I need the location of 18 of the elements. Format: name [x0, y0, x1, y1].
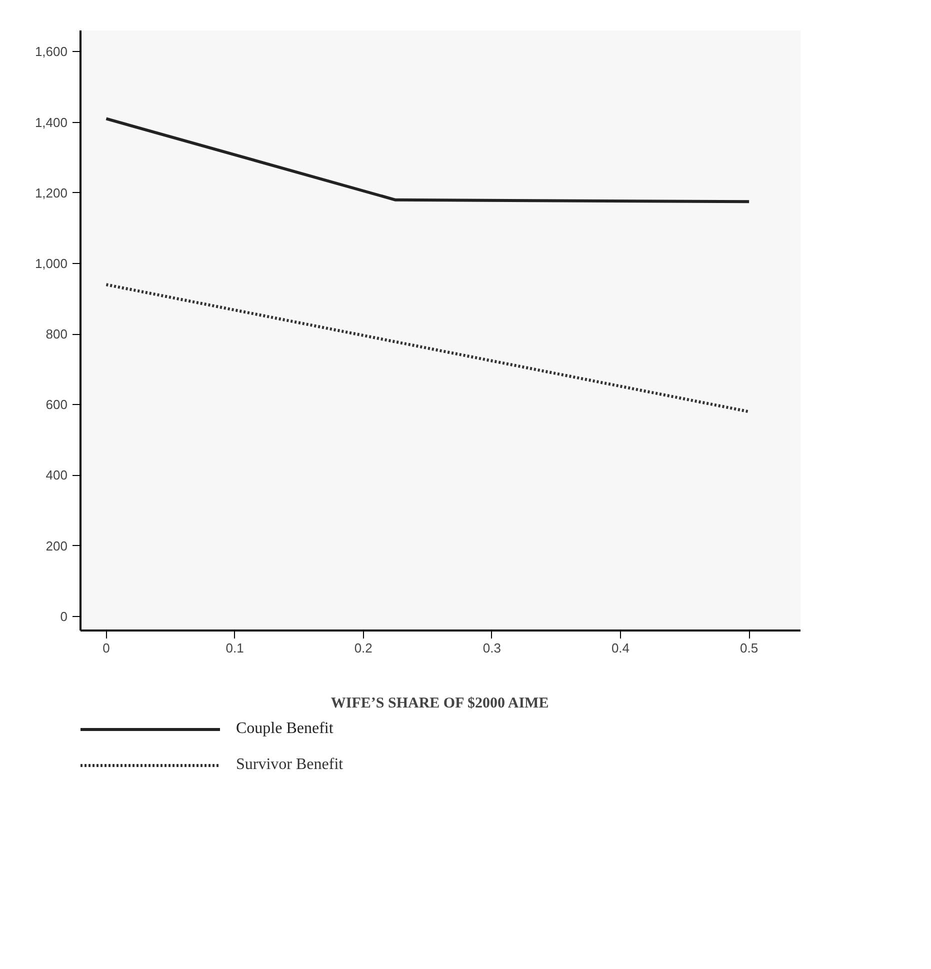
y-tick-label: 1,400	[34, 114, 68, 130]
y-tick-label: 800	[46, 326, 68, 342]
y-tick-label: 1,200	[34, 185, 68, 200]
text: Couple Benefit	[236, 720, 334, 738]
y-tick-label: 1,600	[34, 44, 68, 60]
x-tick-label: 0.5	[740, 640, 758, 656]
text: Survivor Benefit	[236, 756, 344, 774]
y-tick-label: 0	[60, 608, 68, 624]
x-tick-label: 0.2	[354, 640, 372, 656]
x-tick-label: 0.3	[482, 640, 501, 656]
y-tick-label: 1,000	[34, 256, 68, 271]
x-tick-label: 0	[102, 640, 110, 656]
y-tick-label: 400	[46, 468, 68, 483]
x-axis-title: WIFE’S SHARE OF $2000 AIME	[330, 696, 549, 712]
y-tick-label: 600	[46, 397, 68, 412]
x-tick-label: 0.1	[226, 640, 244, 656]
x-tick-label: 0.4	[611, 640, 630, 656]
y-tick-label: 200	[46, 538, 68, 554]
